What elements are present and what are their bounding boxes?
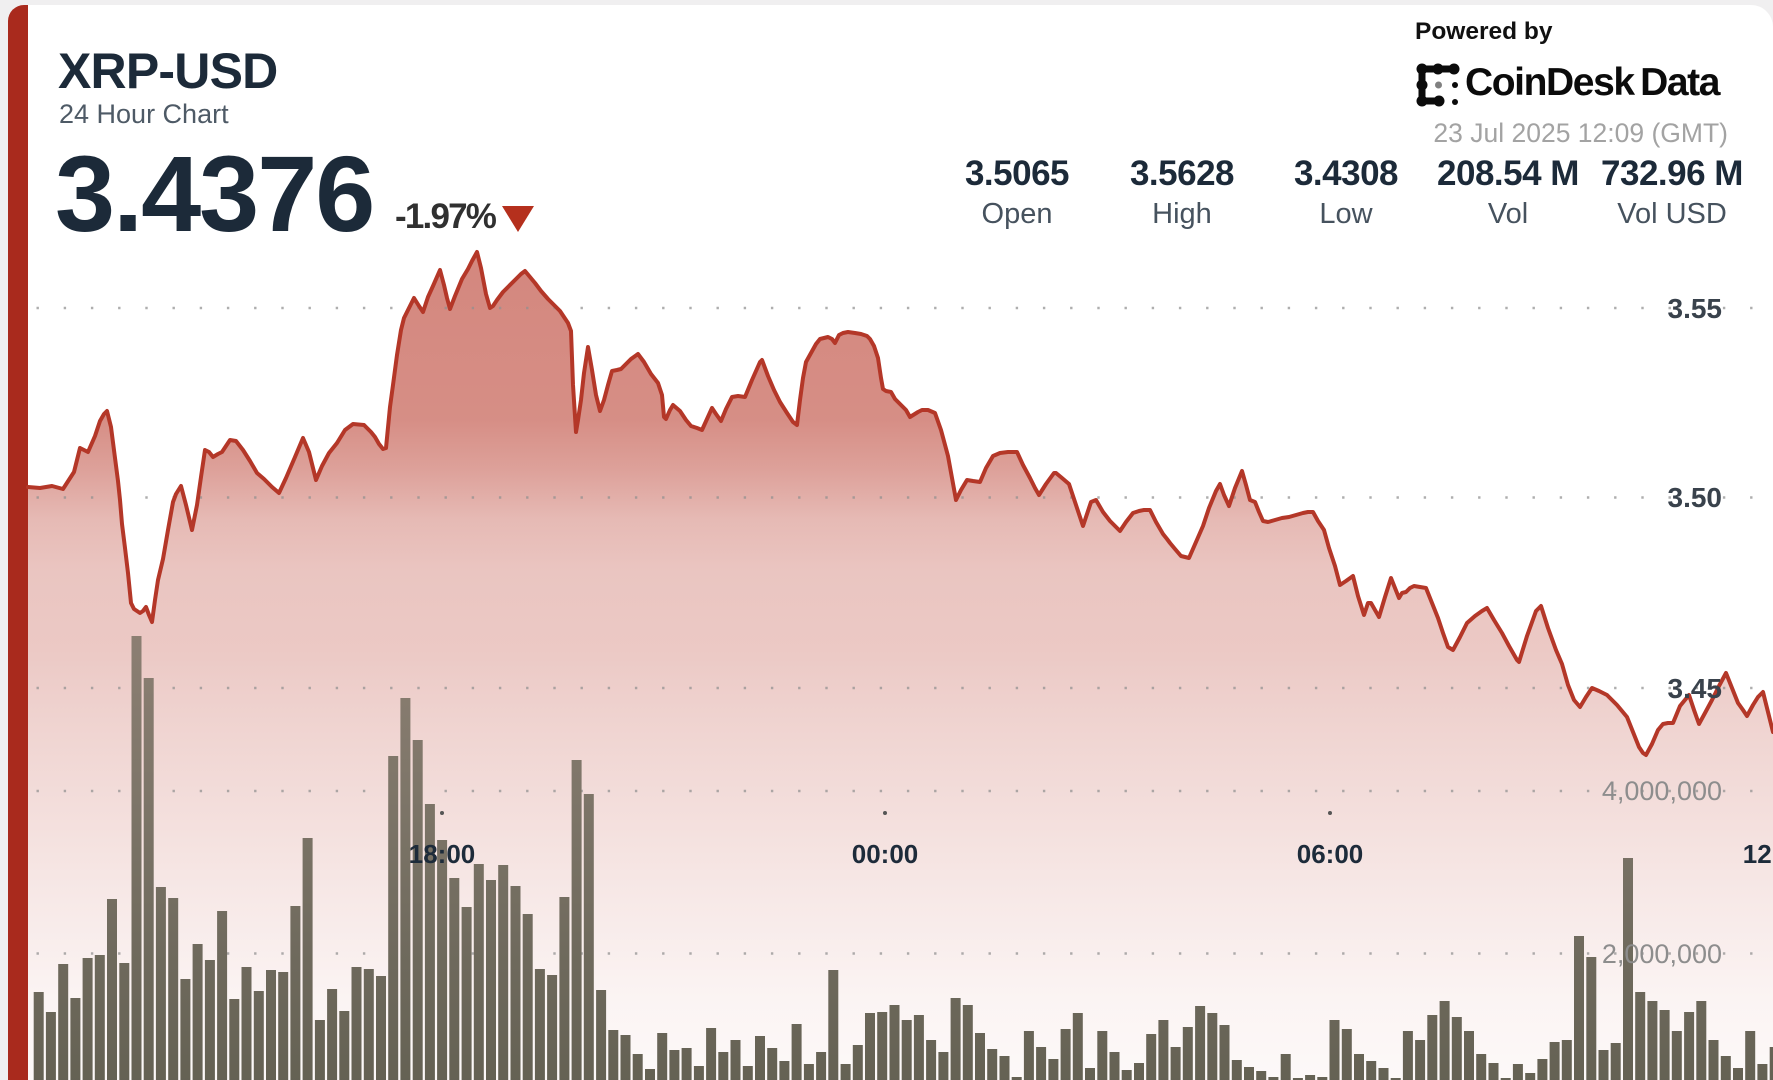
svg-text:3.45: 3.45 (1668, 673, 1723, 704)
svg-text:00:00: 00:00 (852, 839, 919, 869)
svg-text:3.50: 3.50 (1668, 482, 1723, 513)
svg-text:06:00: 06:00 (1297, 839, 1364, 869)
svg-text:2,000,000: 2,000,000 (1602, 939, 1722, 969)
svg-text:4,000,000: 4,000,000 (1602, 776, 1722, 806)
svg-text:18:00: 18:00 (409, 839, 476, 869)
svg-text:12:00: 12:00 (1743, 839, 1773, 869)
svg-text:3.55: 3.55 (1668, 293, 1723, 324)
